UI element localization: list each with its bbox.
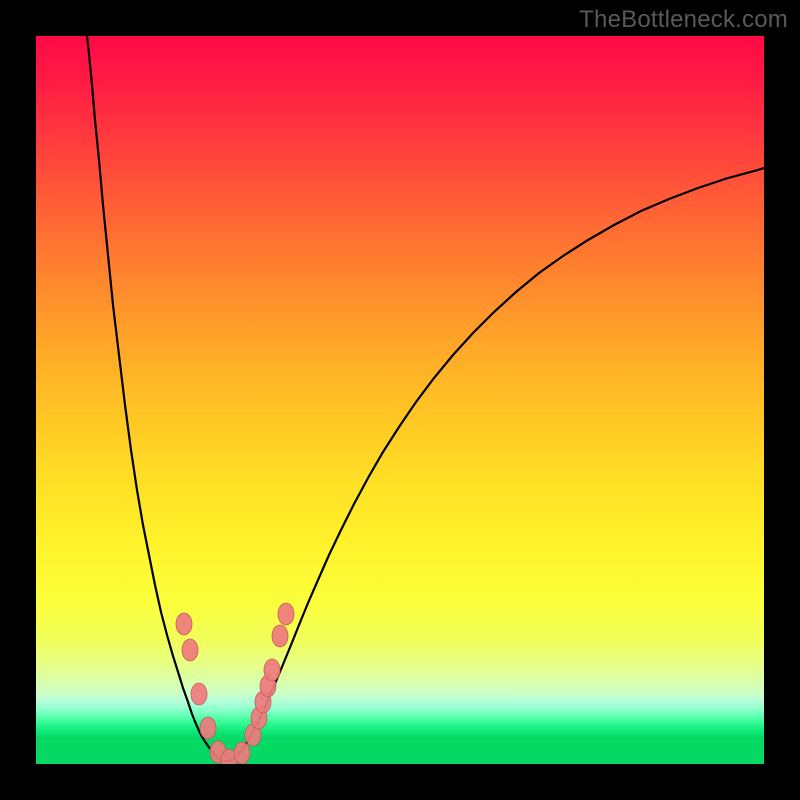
watermark-text: TheBottleneck.com — [579, 6, 788, 34]
data-marker — [176, 613, 192, 635]
data-marker — [182, 639, 198, 661]
data-marker — [191, 683, 207, 705]
data-marker — [200, 717, 216, 739]
chart-container: TheBottleneck.com — [0, 0, 800, 800]
data-marker — [272, 625, 288, 647]
data-marker — [234, 742, 250, 764]
data-marker — [264, 659, 280, 681]
data-marker — [278, 603, 294, 625]
bottleneck-chart — [0, 0, 800, 800]
plot-background — [36, 36, 764, 764]
